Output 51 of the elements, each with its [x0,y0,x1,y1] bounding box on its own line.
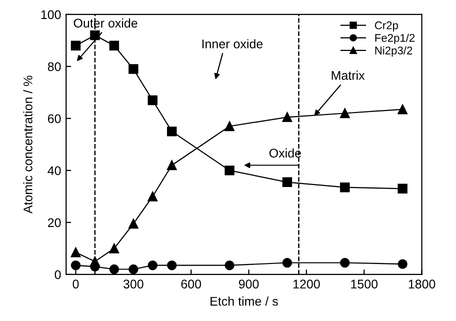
point [109,40,120,51]
point [90,30,100,40]
annotation: Inner oxide [202,39,263,48]
x-tick-label: 0 [72,280,79,288]
point [340,108,350,118]
annotation: Matrix [332,70,365,80]
point [224,260,234,270]
annotation: Outer oxide [74,18,138,28]
point [398,104,408,114]
y-axis-title: Atomic concentration / % [23,76,32,214]
point [282,258,292,268]
point [282,112,292,122]
point [340,182,350,192]
y-tick-label: 40 [48,166,61,176]
point [282,177,292,188]
x-tick-label: 1500 [351,280,378,288]
x-tick-label: 900 [238,280,259,288]
y-tick-label: 100 [41,10,61,20]
legend-label: Cr2p [374,21,398,32]
point [224,121,234,132]
legend-label: Fe2p1/2 [375,34,415,44]
x-axis-title: Etch time / s [210,296,278,306]
x-tick-label: 600 [181,280,202,288]
legend-label: Ni2p3/2 [375,46,412,57]
point [398,259,408,269]
point [90,262,100,272]
x-tick-label: 1800 [408,280,436,288]
point [70,260,81,270]
point [128,264,138,274]
point [148,95,158,106]
x-tick-label: 1200 [293,280,320,288]
point [109,264,120,274]
point [70,247,81,258]
y-tick-label: 20 [48,218,61,228]
point [167,126,177,136]
point [167,160,177,170]
point [224,166,234,176]
y-tick-label: 0 [54,270,61,280]
point [167,260,177,270]
point [109,244,120,254]
y-tick-label: 60 [48,114,61,124]
point [398,184,408,194]
point [148,260,158,270]
y-tick-label: 80 [48,62,61,72]
x-tick-label: 300 [123,280,144,288]
point [70,40,81,51]
point [128,64,138,74]
annotation: Oxide [269,148,301,158]
point [128,218,138,229]
point [340,258,350,268]
point [148,192,158,202]
